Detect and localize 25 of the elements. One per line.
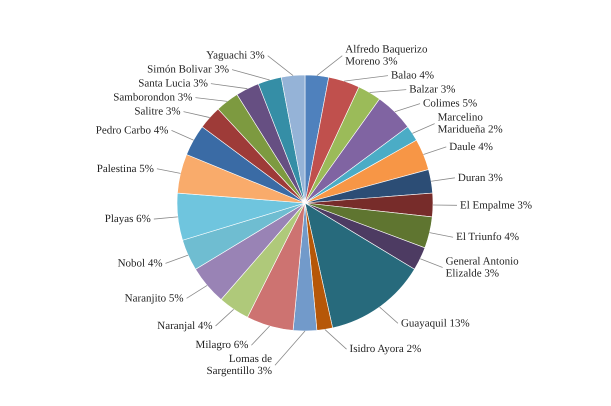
slice-label: Marcelino Maridueña 2% (438, 112, 503, 136)
slice-label: Yaguachi 3% (206, 50, 265, 62)
slice-label: Santa Lucia 3% (138, 78, 208, 90)
slice-label: Balzar 3% (409, 84, 456, 96)
slice-label: Alfredo Baquerizo Moreno 3% (345, 44, 428, 68)
slice-label: Salitre 3% (134, 106, 181, 118)
slice-label: Samborondon 3% (113, 92, 192, 104)
slice-label: Guayaquil 13% (400, 317, 470, 330)
slice-label: Simón Bolivar 3% (147, 64, 230, 76)
slice-label: Balao 4% (390, 70, 434, 82)
slice-label: Lomas de Sargentillo 3% (206, 353, 272, 378)
slice-label: Duran 3% (458, 172, 503, 184)
slice-label: Nobol 4% (118, 257, 162, 270)
slice-label: El Triunfo 4% (456, 231, 520, 244)
slice-label: Palestina 5% (96, 162, 154, 175)
slice-label: Naranjito 5% (124, 292, 184, 304)
slice-label: Isidro Ayora 2% (350, 343, 422, 356)
slice-label: Playas 6% (104, 213, 151, 226)
slice-label: Daule 4% (449, 140, 493, 153)
slice-label: Pedro Carbo 4% (96, 124, 168, 136)
slice-label: General Antonio Elizalde 3% (446, 256, 520, 280)
slice-label: Naranjal 4% (157, 320, 213, 332)
slice-label: El Empalme 3% (460, 199, 532, 212)
slice-label: Colimes 5% (423, 98, 478, 110)
slice-label: Milagro 6% (196, 339, 248, 352)
